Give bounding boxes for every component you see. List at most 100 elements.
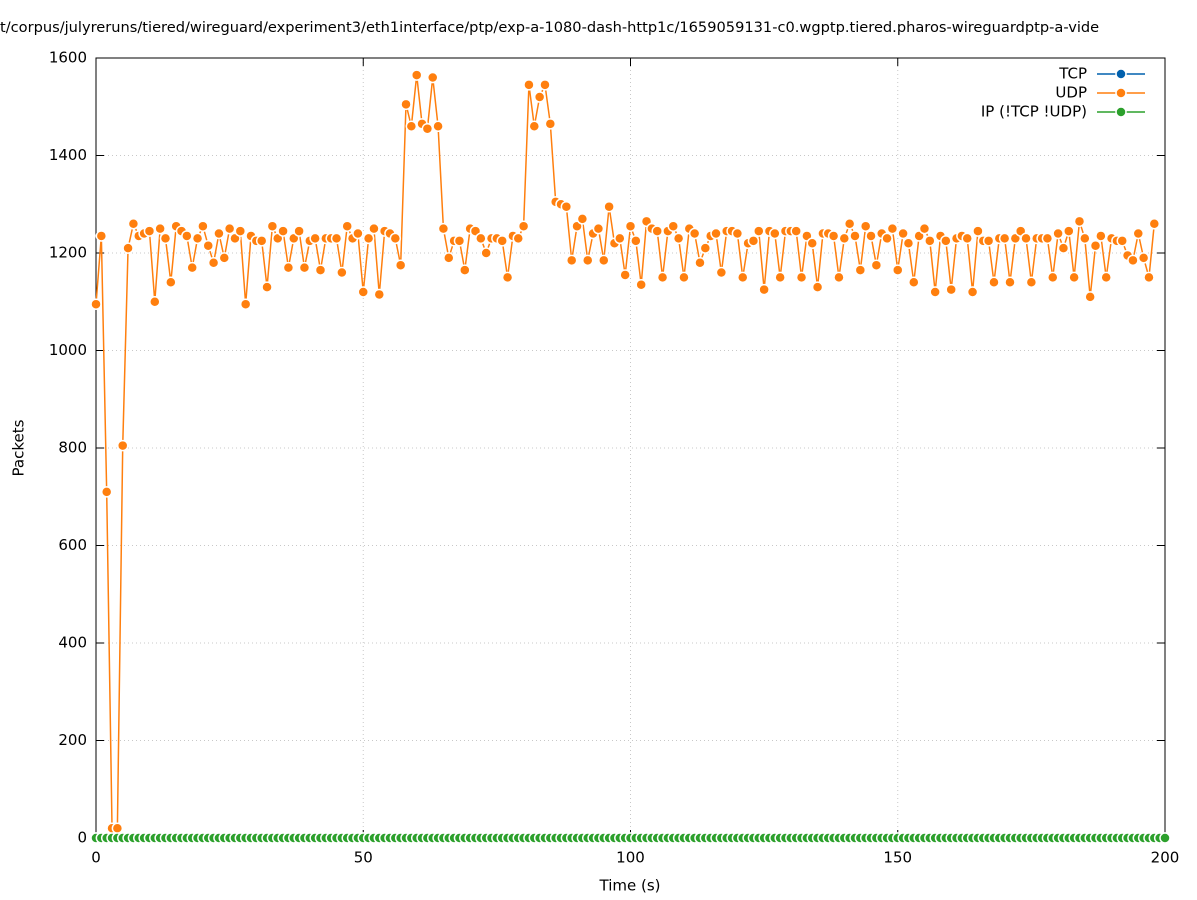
data-point [282,261,295,274]
data-point [865,230,877,242]
data-point [154,222,166,235]
data-point [330,232,343,245]
data-point [581,254,594,267]
data-point [202,239,214,252]
data-point [1020,232,1032,245]
y-tick-label: 600 [58,536,87,554]
data-point [277,225,289,237]
data-point [1084,291,1096,303]
data-point [715,266,728,279]
data-point [672,232,685,245]
data-point [266,220,279,232]
data-point [459,264,471,276]
data-point [849,230,861,242]
data-point [1159,832,1171,844]
data-point [1004,276,1016,288]
data-point [854,264,867,276]
data-point [1089,239,1102,252]
data-point [982,235,995,247]
data-point [870,259,883,271]
legend-label: IP (!TCP !UDP) [981,103,1087,121]
data-point [544,118,557,130]
data-point [533,91,546,103]
data-point [1068,271,1080,284]
chart-title: t/corpus/julyreruns/tiered/wireguard/exp… [0,19,1099,36]
data-point [116,439,129,452]
data-point [95,230,108,242]
data-point [1143,271,1155,284]
data-point [881,232,893,245]
data-point [1100,271,1112,284]
data-point [234,225,247,237]
data-point [929,286,941,298]
data-point [1052,227,1064,240]
data-point [795,271,808,284]
data-point [1057,242,1070,254]
data-point [560,200,573,213]
data-point [897,227,909,240]
data-point [90,298,102,310]
data-point [1132,227,1145,240]
data-point [1137,252,1150,264]
legend-label: UDP [1055,84,1087,102]
data-point [988,276,1000,288]
data-point [1073,215,1086,228]
data-point [389,232,402,245]
x-tick-label: 100 [616,849,645,867]
data-point [908,276,920,288]
y-tick-label: 200 [58,731,87,749]
legend-swatch [1115,87,1127,99]
data-point [453,235,466,247]
data-point [309,232,321,245]
data-point [336,266,348,279]
data-point [758,283,770,296]
data-point [598,254,610,267]
data-point [528,120,541,132]
data-point [1148,218,1161,230]
data-point [357,286,369,298]
x-tick-label: 50 [354,849,373,867]
data-point [972,225,984,237]
y-tick-label: 1400 [49,146,87,164]
data-point [736,271,749,284]
data-point [902,237,915,249]
data-point [1095,230,1107,242]
data-point [314,264,327,276]
legend-swatch [1115,68,1127,80]
data-point [122,242,134,254]
data-point [362,232,375,245]
data-point [918,222,931,235]
x-tick-label: 200 [1151,849,1180,867]
x-tick-label: 150 [883,849,912,867]
data-point [443,252,455,264]
y-tick-label: 0 [77,829,87,847]
data-point [630,235,642,247]
y-tick-label: 1000 [49,341,87,359]
data-point [213,227,225,240]
data-point [207,257,220,269]
data-point [512,232,525,245]
data-point [940,235,952,247]
data-point [352,227,364,240]
data-point [966,286,979,298]
data-point [1127,254,1139,267]
data-point [806,237,818,249]
data-point [255,235,268,247]
data-point [1063,225,1075,237]
data-point [539,79,551,91]
data-point [924,235,936,247]
data-point [769,227,781,240]
data-point [710,227,722,240]
y-tick-label: 1200 [49,244,87,262]
data-point [1079,232,1091,245]
data-point [667,220,680,232]
data-point [1025,276,1038,288]
data-point [165,276,177,288]
data-point [688,227,701,240]
data-point [496,235,508,247]
data-point [293,225,305,237]
data-point [603,200,615,213]
data-point [373,288,386,301]
data-point [480,247,492,259]
